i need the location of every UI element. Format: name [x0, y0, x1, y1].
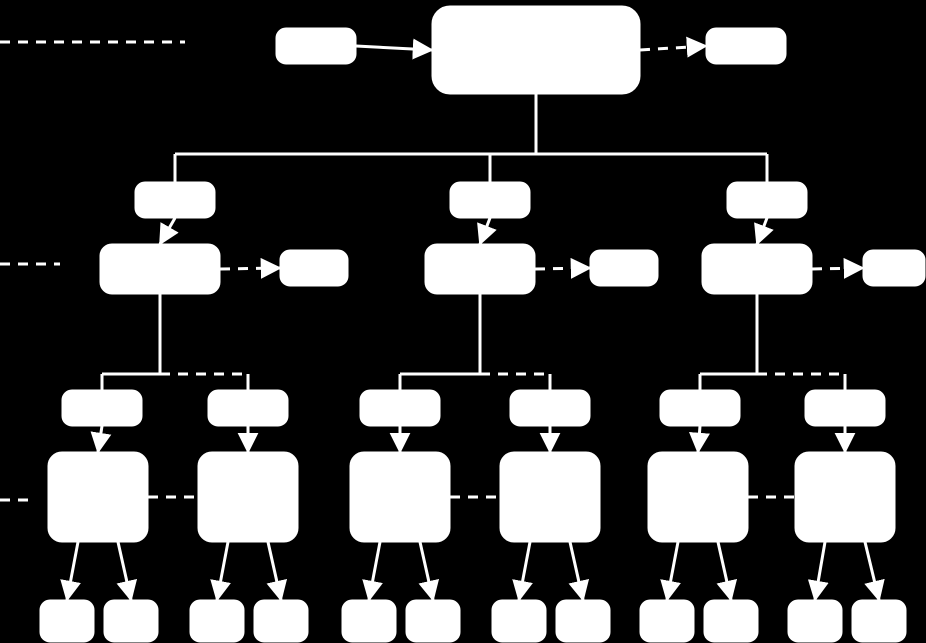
node-out_a	[280, 250, 348, 286]
edge	[812, 268, 863, 269]
node-sm_a1	[62, 390, 142, 426]
node-box_c	[702, 244, 812, 294]
node-sm_b2	[510, 390, 590, 426]
node-root_in	[276, 28, 356, 64]
node-root	[432, 6, 640, 94]
node-leaf_a2r	[254, 600, 308, 642]
node-big_c2	[795, 452, 895, 542]
node-big_b1	[350, 452, 450, 542]
node-leaf_b1r	[406, 600, 460, 642]
node-sm_c2	[805, 390, 885, 426]
node-box_b	[425, 244, 535, 294]
node-leaf_c2r	[852, 600, 906, 642]
node-box_a	[100, 244, 220, 294]
node-leaf_b2r	[556, 600, 610, 642]
node-big_b2	[500, 452, 600, 542]
node-leaf_a1r	[104, 600, 158, 642]
node-root_out	[706, 28, 786, 64]
node-big_a1	[48, 452, 148, 542]
node-sm_b1	[360, 390, 440, 426]
node-leaf_c2l	[788, 600, 842, 642]
node-lbl_a	[135, 182, 215, 218]
node-leaf_a1l	[40, 600, 94, 642]
node-sm_c1	[660, 390, 740, 426]
diagram-canvas	[0, 0, 926, 643]
node-big_c1	[648, 452, 748, 542]
node-out_b	[590, 250, 658, 286]
node-leaf_b1l	[342, 600, 396, 642]
node-big_a2	[198, 452, 298, 542]
node-leaf_c1l	[640, 600, 694, 642]
node-leaf_b2l	[492, 600, 546, 642]
node-lbl_c	[727, 182, 807, 218]
node-leaf_a2l	[190, 600, 244, 642]
node-out_c	[863, 250, 925, 286]
node-leaf_c1r	[704, 600, 758, 642]
node-lbl_b	[450, 182, 530, 218]
edge	[698, 426, 700, 452]
node-sm_a2	[208, 390, 288, 426]
